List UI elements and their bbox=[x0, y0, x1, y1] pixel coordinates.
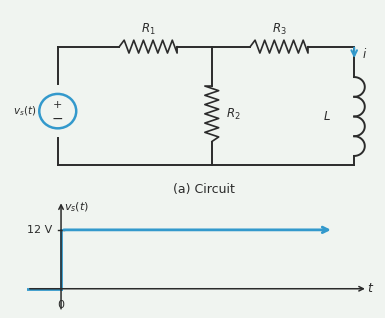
Text: (a) Circuit: (a) Circuit bbox=[173, 183, 235, 197]
Text: $L$: $L$ bbox=[323, 110, 331, 123]
Text: 12 V: 12 V bbox=[27, 225, 52, 235]
Text: $R_3$: $R_3$ bbox=[272, 22, 286, 37]
Text: $t$: $t$ bbox=[367, 282, 374, 295]
Text: +: + bbox=[53, 100, 62, 110]
Text: $R_2$: $R_2$ bbox=[226, 107, 240, 121]
Text: 0: 0 bbox=[57, 300, 65, 310]
Text: $R_1$: $R_1$ bbox=[141, 22, 156, 37]
Text: $v_s(t)$: $v_s(t)$ bbox=[64, 200, 89, 214]
Text: $i$: $i$ bbox=[362, 47, 368, 61]
Text: −: − bbox=[52, 112, 64, 126]
Text: $v_s(t)$: $v_s(t)$ bbox=[13, 104, 37, 118]
